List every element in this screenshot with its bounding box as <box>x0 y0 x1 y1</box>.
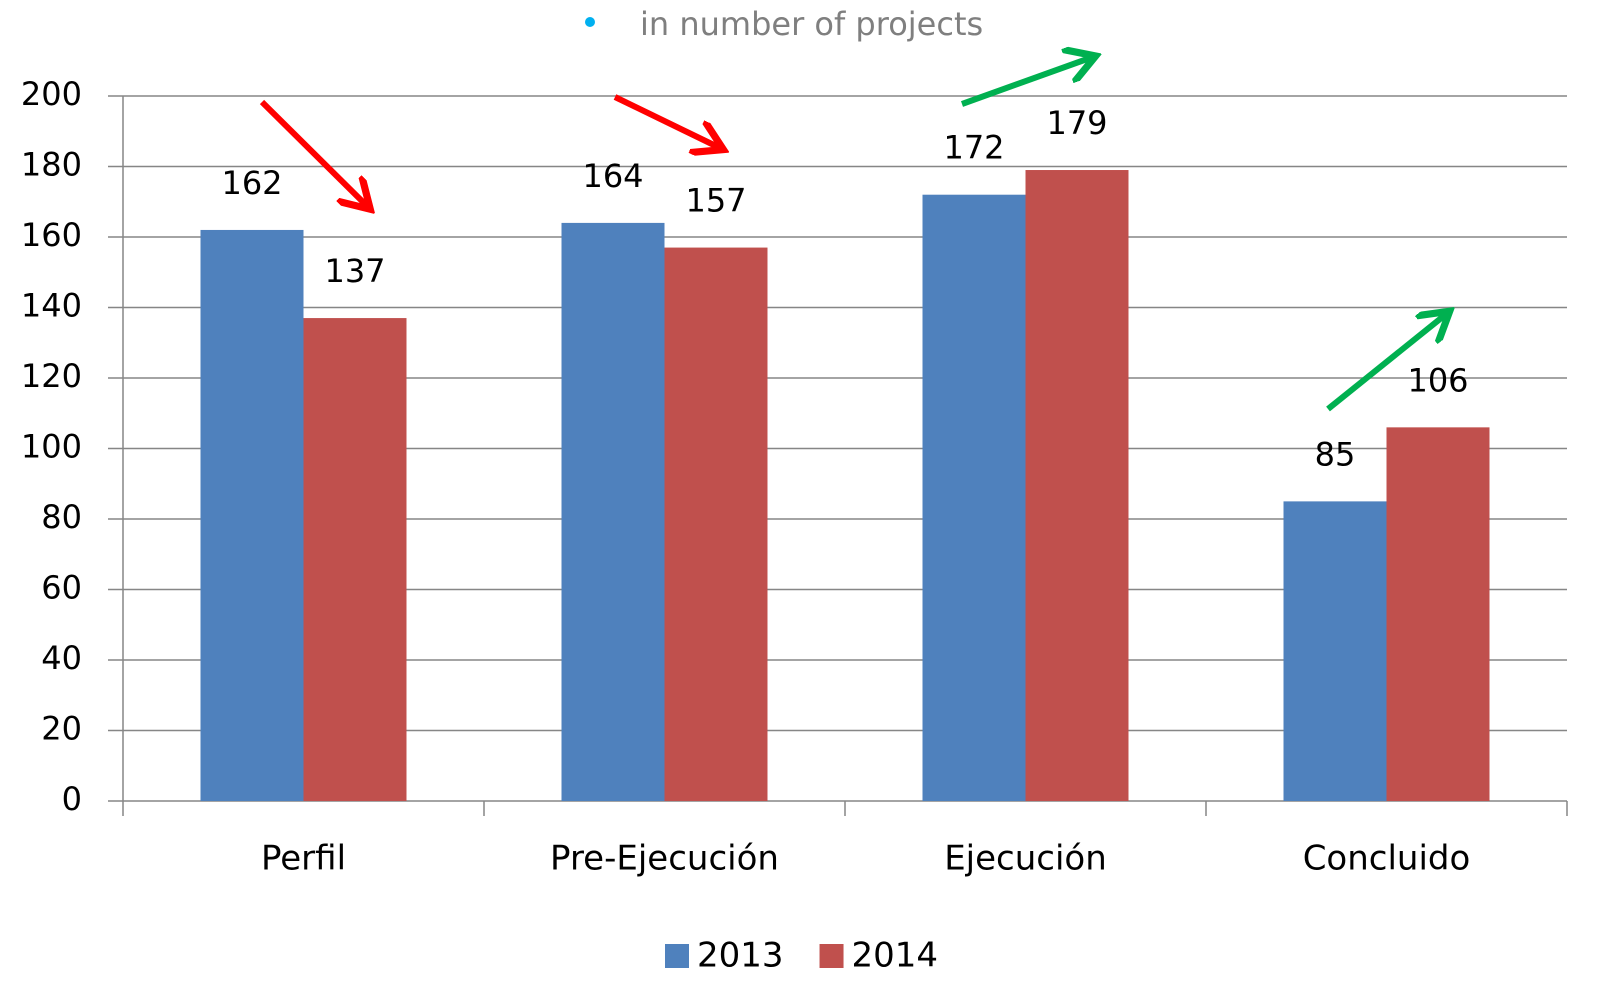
y-tick-label: 160 <box>21 216 82 254</box>
bar <box>1283 501 1387 801</box>
data-label: 162 <box>221 164 282 202</box>
data-label: 85 <box>1315 435 1356 473</box>
data-label: 157 <box>685 182 746 220</box>
title-bullet <box>585 17 595 27</box>
data-label: 179 <box>1046 104 1107 142</box>
arrow <box>1326 315 1445 412</box>
annotations <box>259 58 1445 412</box>
data-label: 164 <box>582 157 643 195</box>
y-tick-label: 0 <box>62 780 82 818</box>
y-tick-label: 180 <box>21 146 82 184</box>
legend-label: 2013 <box>697 936 784 976</box>
bar <box>1386 427 1490 801</box>
legend-label: 2014 <box>852 936 939 976</box>
y-tick-label: 120 <box>21 357 82 395</box>
legend-swatch <box>665 944 689 968</box>
bar <box>922 194 1026 801</box>
data-label: 172 <box>943 129 1004 167</box>
legend-swatch <box>819 944 844 968</box>
bar <box>664 247 768 801</box>
x-tick-label: Ejecución <box>944 839 1107 879</box>
y-tick-label: 60 <box>41 569 82 607</box>
x-tick-label: Pre-Ejecución <box>550 839 779 879</box>
y-tick-label: 200 <box>21 75 82 113</box>
bar <box>561 222 665 801</box>
y-tick-label: 20 <box>41 710 82 748</box>
x-tick-label: Perfil <box>261 839 346 879</box>
x-tick-label: Concluido <box>1303 839 1471 879</box>
bar <box>200 229 304 801</box>
bar <box>303 318 407 801</box>
data-label: 137 <box>324 252 385 290</box>
bar <box>1025 170 1129 801</box>
arrow <box>613 94 718 147</box>
data-label: 106 <box>1407 361 1468 399</box>
arrow <box>259 99 366 205</box>
y-tick-label: 80 <box>41 498 82 536</box>
y-tick-label: 40 <box>41 639 82 677</box>
arrow <box>960 58 1090 107</box>
y-tick-label: 100 <box>21 428 82 466</box>
chart-title: in number of projects <box>640 5 983 43</box>
y-tick-label: 140 <box>21 287 82 325</box>
